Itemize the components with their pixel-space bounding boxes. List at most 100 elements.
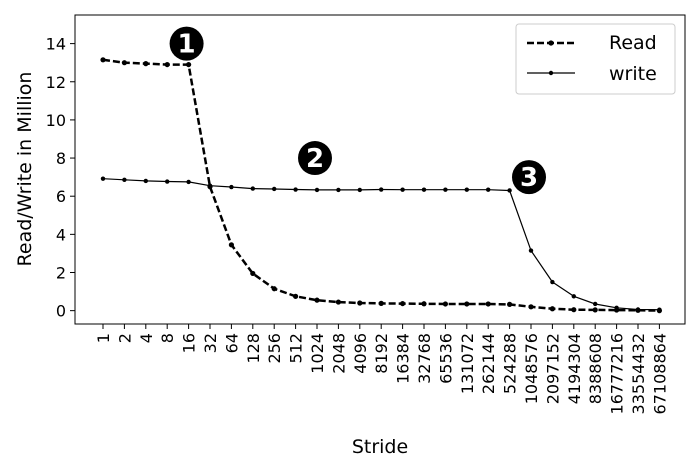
data-point-write	[635, 307, 641, 312]
data-point-read	[164, 61, 170, 68]
x-tick-label: 32768	[415, 333, 434, 384]
series-read	[100, 57, 663, 314]
data-point-read	[464, 301, 470, 307]
x-tick-label: 4096	[351, 333, 370, 374]
series-layer	[100, 57, 663, 314]
data-point-write	[165, 179, 170, 184]
x-tick-label: 524288	[501, 333, 520, 394]
x-tick-label: 16	[180, 333, 199, 353]
series-write	[100, 176, 662, 312]
data-point-read	[271, 286, 277, 292]
annotation-layer: 1 2 3	[169, 26, 546, 195]
y-tick-label: 6	[56, 187, 66, 206]
data-point-read	[250, 270, 256, 277]
data-point-write	[314, 187, 320, 193]
x-tick-label: 67108864	[650, 333, 669, 414]
y-tick-label: 4	[56, 225, 66, 244]
x-tick-label: 1	[94, 333, 113, 343]
x-tick-label: 8192	[372, 333, 391, 374]
data-point-read	[100, 57, 106, 63]
legend-write-label: write	[609, 63, 657, 85]
x-tick-label: 8	[158, 333, 177, 343]
plot-frame	[74, 14, 686, 325]
x-tick-label: 16777216	[608, 333, 627, 414]
data-point-write	[528, 248, 534, 253]
legend-read-marker	[548, 40, 554, 46]
data-point-read	[528, 304, 534, 310]
data-point-read	[571, 307, 577, 313]
data-point-read	[442, 301, 448, 307]
annotation-circle	[512, 160, 546, 195]
x-tick-label: 33554432	[629, 333, 648, 414]
x-tick-label: 2048	[329, 333, 348, 374]
x-tick-label: 1048576	[522, 333, 541, 404]
series-line-write	[102, 178, 660, 311]
x-tick-label: 32	[201, 333, 220, 353]
data-point-write	[272, 186, 277, 192]
data-point-read	[228, 242, 234, 248]
legend-read-label: Read	[609, 32, 657, 54]
annotation-marker-3: 3	[512, 160, 546, 195]
annotation-marker-2: 2	[298, 141, 332, 176]
data-point-read	[421, 301, 427, 307]
x-tick-label: 1024	[308, 333, 327, 374]
data-point-write	[100, 176, 106, 181]
data-point-read	[549, 306, 556, 312]
data-point-write	[571, 294, 576, 299]
annotation-label: 2	[306, 144, 324, 174]
data-point-read	[143, 61, 149, 67]
y-axis-label: Read/Write in Million	[14, 72, 36, 267]
data-point-write	[186, 179, 191, 185]
data-point-write	[614, 305, 619, 310]
data-point-write	[122, 177, 127, 182]
data-point-write	[443, 187, 448, 192]
annotation-marker-1: 1	[169, 26, 204, 61]
data-point-write	[464, 187, 469, 192]
data-point-write	[143, 178, 148, 184]
x-tick-label: 4	[137, 333, 156, 343]
legend-write-marker	[548, 70, 554, 76]
y-tick-label: 12	[46, 73, 66, 92]
x-tick-label: 128	[244, 333, 263, 364]
x-tick-label: 256	[265, 333, 284, 364]
x-tick-label: 16384	[394, 333, 413, 384]
x-tick-label: 262144	[479, 333, 498, 394]
annotation-circle	[298, 141, 332, 176]
x-tick-label: 64	[222, 333, 241, 353]
x-tick-label: 65536	[436, 333, 455, 384]
x-tick-label: 512	[287, 333, 306, 364]
data-point-write	[357, 187, 362, 193]
data-point-write	[207, 183, 213, 188]
x-tick-label: 2097152	[543, 333, 562, 404]
data-point-write	[379, 187, 384, 192]
data-point-read	[400, 300, 406, 307]
data-point-write	[421, 187, 427, 192]
x-axis-ticks: 1 2 4 8 16 32 64 128 256 512 1024 2048 4096 8192 16384…	[94, 324, 669, 414]
data-point-read	[293, 293, 299, 299]
x-tick-label: 131072	[458, 333, 477, 394]
data-point-write	[400, 187, 405, 192]
x-tick-label: 8388608	[586, 333, 605, 404]
y-tick-label: 10	[46, 111, 66, 130]
data-point-read	[378, 300, 384, 306]
data-point-read	[121, 60, 127, 66]
data-point-write	[293, 187, 298, 192]
annotation-label: 1	[178, 30, 196, 60]
data-point-read	[507, 301, 513, 307]
x-tick-label: 2	[115, 333, 134, 343]
series-line-read	[102, 58, 660, 312]
y-tick-label: 2	[56, 264, 66, 283]
data-point-read	[357, 300, 363, 306]
y-tick-label: 8	[56, 149, 66, 168]
x-axis-label: Stride	[352, 436, 408, 458]
data-point-read	[592, 307, 598, 313]
y-tick-label: 0	[56, 302, 66, 321]
data-point-write	[229, 184, 234, 190]
data-point-write	[550, 279, 555, 285]
legend: Read write	[515, 23, 676, 95]
data-point-read	[335, 299, 341, 305]
data-point-write	[250, 186, 255, 191]
x-tick-label: 4194304	[565, 333, 584, 404]
y-tick-label: 14	[46, 35, 66, 54]
